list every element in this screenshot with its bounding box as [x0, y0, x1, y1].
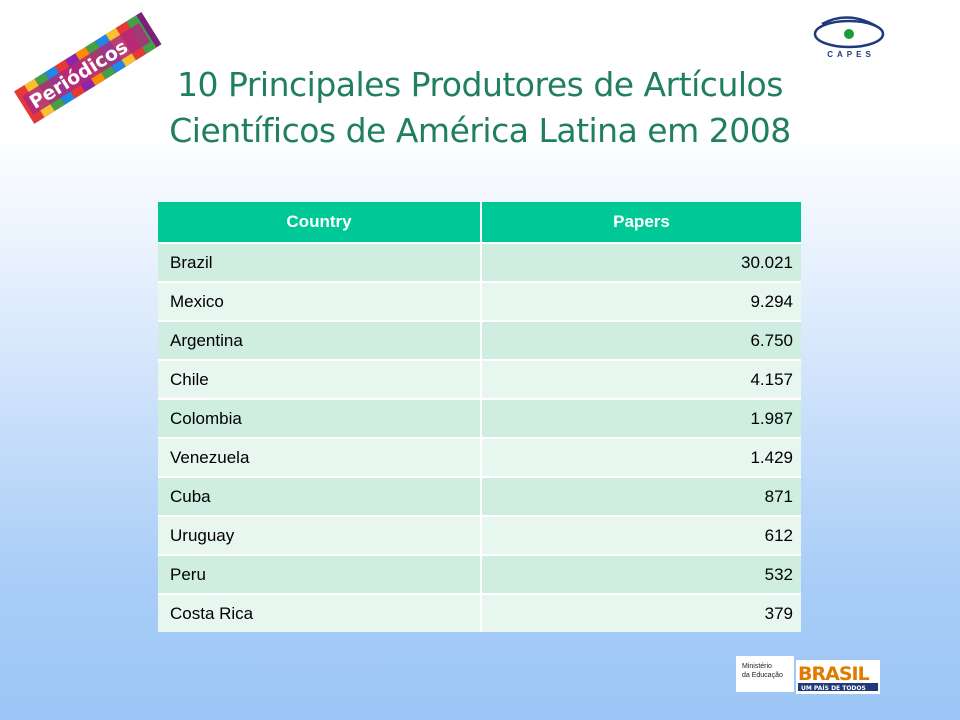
country-cell: Colombia — [158, 398, 482, 438]
ministerio-educacao-text: Ministério da Educação — [742, 662, 794, 680]
ministerio-line-2: da Educação — [742, 672, 783, 679]
capes-logo — [813, 16, 885, 49]
papers-cell: 9.294 — [481, 281, 801, 321]
title-line-2: Científicos de América Latina em 2008 — [169, 111, 791, 150]
papers-cell: 1.429 — [481, 437, 801, 477]
table-row: Mexico 9.294 — [158, 281, 801, 321]
papers-cell: 871 — [481, 476, 801, 516]
periodicos-logo: Periódicos — [14, 12, 162, 124]
country-cell: Argentina — [158, 320, 482, 360]
brasil-logo-text: BRASIL — [798, 663, 870, 685]
table-row: Venezuela 1.429 — [158, 437, 801, 477]
country-cell: Chile — [158, 359, 482, 399]
papers-cell: 6.750 — [481, 320, 801, 360]
table-row: Chile 4.157 — [158, 359, 801, 399]
country-cell: Cuba — [158, 476, 482, 516]
papers-cell: 1.987 — [481, 398, 801, 438]
table-header-row: Country Papers — [158, 202, 801, 243]
table-row: Uruguay 612 — [158, 515, 801, 555]
brasil-slogan-text: UM PAÍS DE TODOS — [801, 684, 866, 692]
country-cell: Peru — [158, 554, 482, 594]
country-cell: Venezuela — [158, 437, 482, 477]
table-row: Colombia 1.987 — [158, 398, 801, 438]
country-cell: Costa Rica — [158, 593, 482, 632]
ministerio-line-1: Ministério — [742, 663, 772, 670]
papers-table: Country Papers Brazil 30.021 Mexico 9.29… — [158, 202, 801, 632]
ministerio-educacao-logo — [736, 656, 794, 692]
title-line-1: 10 Principales Produtores de Artículos — [177, 65, 783, 104]
papers-cell: 379 — [481, 593, 801, 632]
table-row: Argentina 6.750 — [158, 320, 801, 360]
papers-cell: 30.021 — [481, 242, 801, 282]
papers-cell: 532 — [481, 554, 801, 594]
table-row: Costa Rica 379 — [158, 593, 801, 632]
table-row: Peru 532 — [158, 554, 801, 594]
capes-logo-text: CAPES — [827, 50, 875, 59]
country-cell: Uruguay — [158, 515, 482, 555]
country-cell: Brazil — [158, 242, 482, 282]
papers-cell: 4.157 — [481, 359, 801, 399]
country-cell: Mexico — [158, 281, 482, 321]
header-country: Country — [158, 202, 482, 243]
brasil-logo: BRASIL UM PAÍS DE TODOS — [796, 660, 880, 694]
header-papers: Papers — [481, 202, 801, 243]
table-row: Brazil 30.021 — [158, 242, 801, 282]
papers-cell: 612 — [481, 515, 801, 555]
table-row: Cuba 871 — [158, 476, 801, 516]
slide-title: 10 Principales Produtores de Artículos C… — [110, 62, 850, 154]
